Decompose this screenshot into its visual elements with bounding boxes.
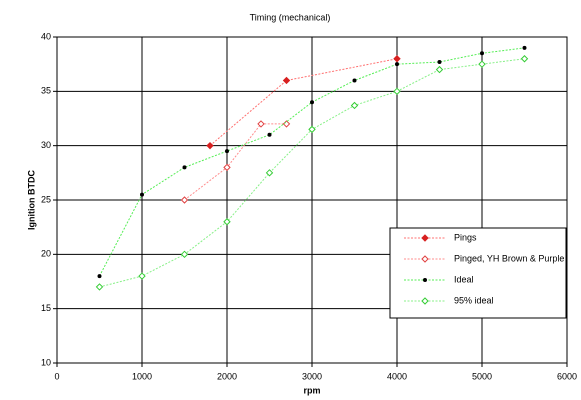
y-tick-label: 10 (41, 357, 51, 367)
x-tick-label: 6000 (557, 371, 577, 381)
legend-marker (421, 297, 429, 305)
data-point (182, 165, 187, 170)
series-line (209, 58, 398, 147)
data-point (267, 132, 272, 137)
data-point (223, 163, 231, 172)
data-point (282, 76, 291, 85)
legend-label: Pinged, YH Brown & Purple (454, 253, 564, 263)
data-point (480, 51, 484, 56)
x-tick-label: 3000 (302, 371, 322, 381)
x-axis-label: rpm (303, 385, 320, 395)
data-point (435, 65, 444, 74)
data-point (95, 283, 104, 291)
data-point (350, 101, 359, 110)
data-point (522, 45, 527, 50)
data-point (478, 60, 486, 68)
y-tick-label: 25 (41, 194, 51, 204)
legend-label: 95% ideal (454, 295, 494, 305)
legend-marker (423, 278, 427, 282)
y-tick-label: 40 (41, 31, 51, 41)
data-point (223, 218, 231, 226)
data-point (225, 149, 229, 154)
legend-box (389, 227, 567, 319)
legend-label: Pings (454, 232, 477, 242)
data-point (265, 169, 274, 177)
series-line (184, 123, 287, 201)
x-tick-label: 4000 (387, 371, 407, 381)
data-point (393, 87, 401, 96)
x-tick-label: 1000 (132, 371, 152, 381)
legend-marker (421, 255, 429, 263)
data-point (282, 120, 291, 128)
data-point (308, 125, 316, 134)
data-point (352, 78, 357, 83)
x-tick-label: 0 (54, 371, 59, 381)
x-tick-label: 5000 (472, 371, 492, 381)
chart-title: Timing (mechanical) (250, 12, 331, 22)
y-tick-label: 20 (41, 249, 51, 259)
y-tick-label: 30 (41, 140, 51, 150)
data-point (138, 272, 146, 280)
data-point (310, 100, 314, 105)
data-point (140, 192, 144, 197)
legend-marker (421, 234, 429, 242)
legend-label: Ideal (454, 274, 474, 284)
y-axis-label: Ignition BTDC (26, 170, 36, 230)
data-point (395, 62, 399, 67)
data-point (437, 59, 442, 64)
data-point (180, 196, 189, 204)
data-point (393, 55, 401, 63)
y-tick-label: 35 (41, 86, 51, 96)
data-point (97, 274, 102, 279)
data-point (180, 250, 189, 259)
x-tick-label: 2000 (217, 371, 237, 381)
data-point (206, 141, 214, 150)
y-tick-label: 15 (41, 303, 51, 313)
data-point (257, 120, 265, 128)
data-point (520, 55, 529, 63)
